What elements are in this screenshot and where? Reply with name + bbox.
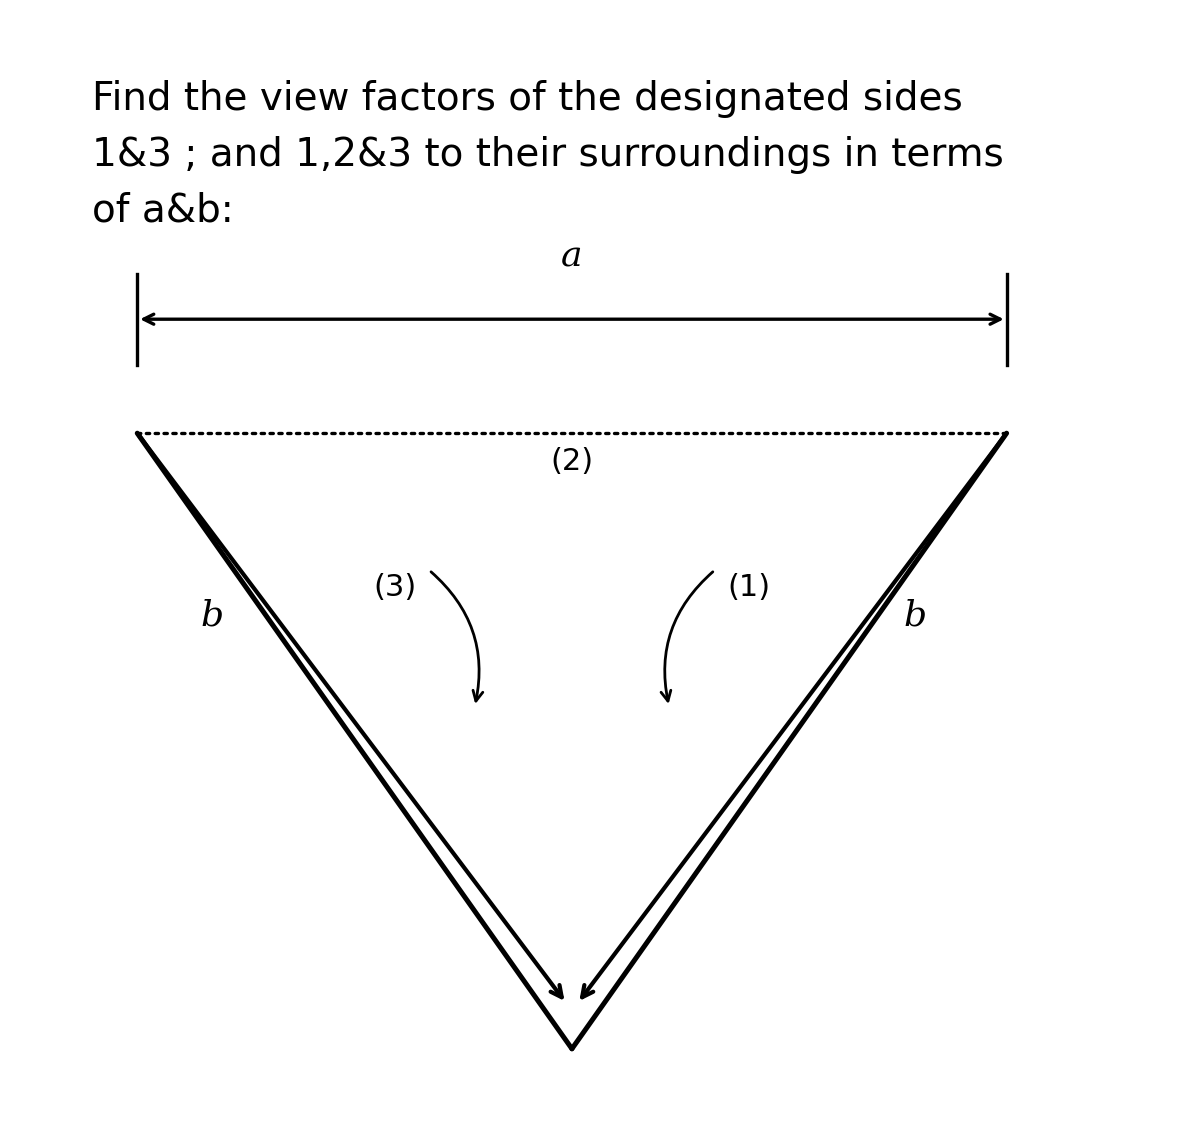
Text: (3): (3) [373,572,416,602]
Text: a: a [562,239,583,274]
Text: (2): (2) [551,447,594,477]
Text: Find the view factors of the designated sides
1&3 ; and 1,2&3 to their surroundi: Find the view factors of the designated … [91,80,1003,230]
Text: (1): (1) [727,572,770,602]
Text: b: b [904,598,926,633]
Text: b: b [200,598,223,633]
